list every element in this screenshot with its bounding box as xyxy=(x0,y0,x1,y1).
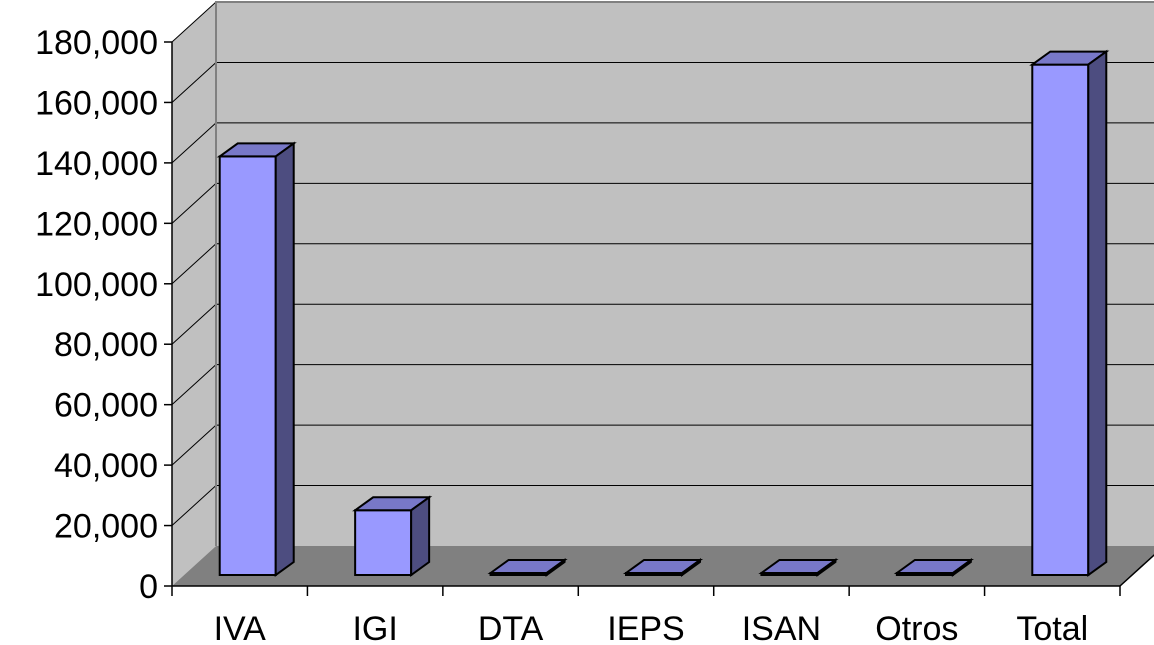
bar-side xyxy=(274,141,295,577)
floor-edge xyxy=(1119,554,1154,587)
bar xyxy=(1029,49,1110,577)
back-wall xyxy=(216,2,1154,546)
x-category-label: IEPS xyxy=(607,610,684,645)
bar xyxy=(758,558,839,577)
x-axis-category-labels: IVA IGI DTA IEPS ISAN Otros Total xyxy=(214,610,1089,645)
y-tick-label: 40,000 xyxy=(54,447,158,485)
gridlines xyxy=(171,1,1154,587)
bar-front xyxy=(1031,63,1090,577)
y-tick-label: 100,000 xyxy=(35,266,158,304)
bar xyxy=(622,558,704,577)
axes xyxy=(164,41,1121,596)
bar-side xyxy=(816,558,837,577)
bars xyxy=(216,49,1110,577)
x-category-label: Total xyxy=(1016,610,1088,645)
bar xyxy=(216,141,297,577)
side-wall xyxy=(172,2,216,586)
bar xyxy=(352,495,433,577)
wall-outline xyxy=(215,1,1154,546)
x-category-label: ISAN xyxy=(742,610,821,645)
y-tick-label: 160,000 xyxy=(35,84,158,122)
y-tick-label: 80,000 xyxy=(54,326,158,364)
x-category-label: Otros xyxy=(875,610,958,645)
y-tick-label: 180,000 xyxy=(35,24,158,62)
bar-front xyxy=(354,509,413,576)
y-tick-label: 140,000 xyxy=(35,145,158,183)
chart-walls xyxy=(172,2,1154,586)
bar xyxy=(487,558,568,577)
y-axis-tick-labels: 0 20,000 40,000 60,000 80,000 100,000 120,000 1… xyxy=(35,24,158,606)
y-tick-label: 20,000 xyxy=(54,508,158,546)
x-category-label: IGI xyxy=(352,610,397,645)
bar-side xyxy=(951,558,972,577)
y-tick-label: 0 xyxy=(139,568,158,606)
bar-side xyxy=(1087,49,1108,577)
bar-side xyxy=(681,558,701,577)
bar-side xyxy=(410,495,431,577)
y-tick-label: 120,000 xyxy=(35,205,158,243)
bar-side xyxy=(545,558,566,577)
bar xyxy=(893,558,974,577)
x-category-label: IVA xyxy=(214,610,267,645)
x-category-label: DTA xyxy=(478,610,544,645)
y-tick-label: 60,000 xyxy=(54,387,158,425)
bar-front xyxy=(218,155,277,576)
